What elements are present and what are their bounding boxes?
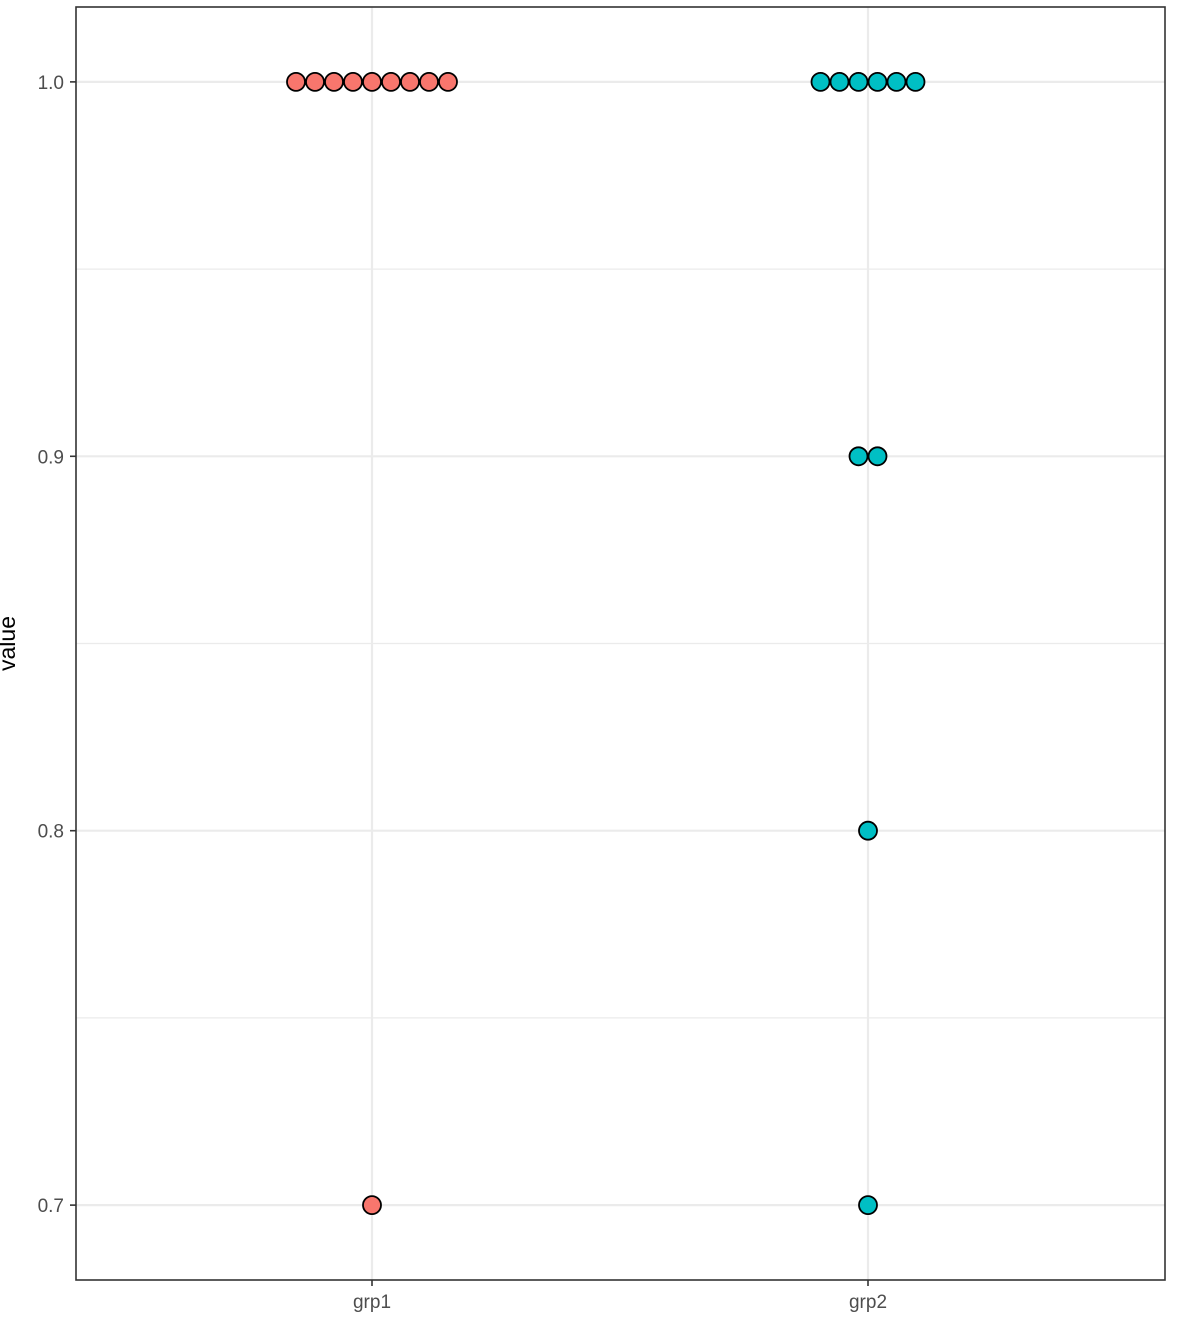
data-point-grp1: [362, 71, 382, 92]
data-point-grp1: [286, 71, 306, 92]
y-tick-label: 0.7: [38, 1196, 64, 1217]
data-point-grp1: [438, 71, 458, 92]
data-points: [286, 71, 926, 1216]
panel-border: [75, 6, 1166, 1281]
x-tick-label: grp2: [849, 1292, 887, 1313]
data-point-grp2: [867, 446, 888, 467]
data-point-grp2: [829, 71, 850, 92]
data-point-grp2: [867, 71, 888, 92]
data-point-grp1: [343, 71, 363, 92]
data-point-grp2: [858, 1195, 878, 1216]
data-point-grp1: [419, 71, 439, 92]
data-point-grp1: [362, 1195, 382, 1216]
data-point-grp2: [905, 71, 926, 92]
data-point-grp2: [848, 71, 869, 92]
data-point-grp1: [400, 71, 420, 92]
data-point-grp2: [810, 71, 831, 92]
axes: 0.7 0.8 0.9 1.0 grp1 grp2: [38, 73, 887, 1313]
data-point-grp2: [848, 446, 869, 467]
y-axis-title: value: [0, 616, 20, 671]
data-point-grp2: [886, 71, 907, 92]
data-point-grp1: [381, 71, 401, 92]
data-point-grp1: [324, 71, 344, 92]
y-tick-label: 0.9: [38, 447, 64, 468]
y-tick-label: 1.0: [38, 73, 64, 94]
y-tick-label: 0.8: [38, 822, 64, 843]
data-point-grp1: [305, 71, 325, 92]
x-tick-label: grp1: [353, 1292, 391, 1313]
data-point-grp2: [858, 820, 878, 841]
grid-lines: [76, 7, 1165, 1280]
